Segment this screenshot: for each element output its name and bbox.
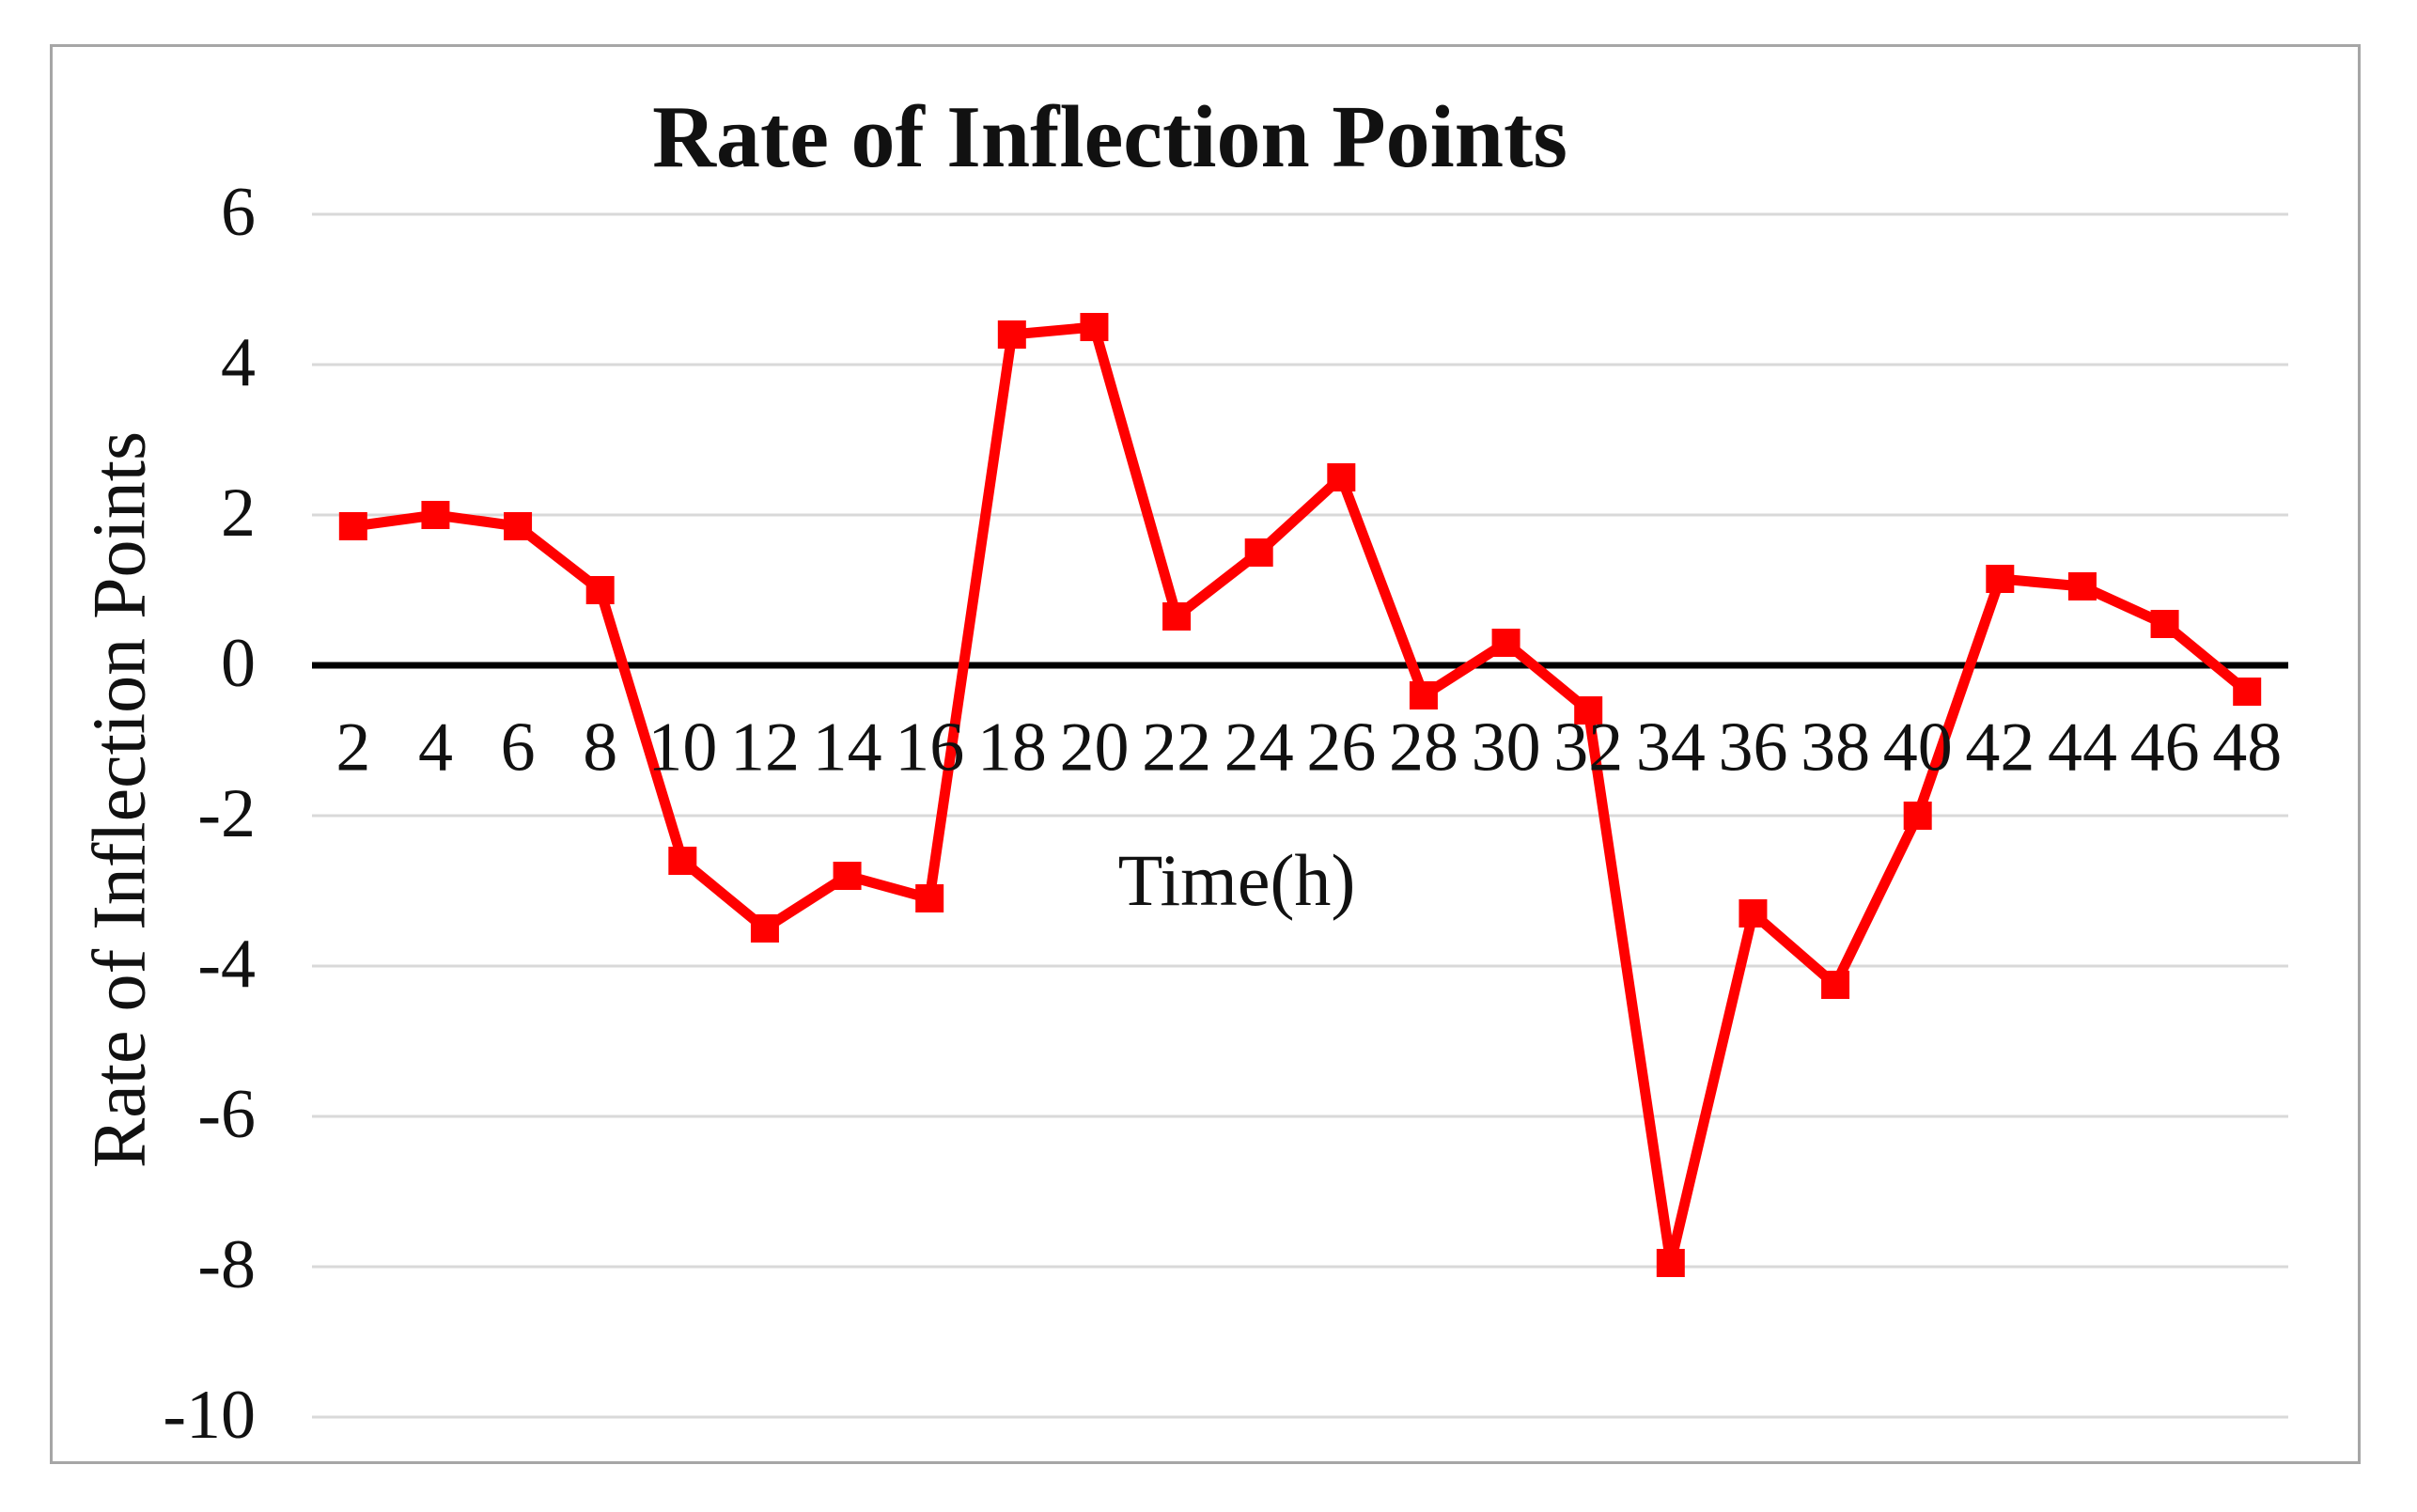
y-tick-label: 6 bbox=[221, 173, 256, 251]
data-point-marker bbox=[1739, 899, 1768, 927]
data-point-marker bbox=[1986, 565, 2015, 593]
data-point-marker bbox=[338, 512, 367, 540]
data-point-marker bbox=[1162, 602, 1192, 631]
x-tick-label: 10 bbox=[647, 709, 718, 787]
x-tick-label: 32 bbox=[1553, 709, 1624, 787]
x-tick-label: 30 bbox=[1471, 709, 1541, 787]
data-point-marker bbox=[504, 512, 533, 540]
x-tick-label: 12 bbox=[729, 709, 800, 787]
x-tick-label: 40 bbox=[1882, 709, 1953, 787]
data-point-marker bbox=[1080, 313, 1109, 341]
x-tick-label: 26 bbox=[1306, 709, 1377, 787]
x-tick-label: 22 bbox=[1142, 709, 1212, 787]
chart-frame bbox=[50, 44, 2361, 1464]
x-tick-label: 16 bbox=[895, 709, 965, 787]
x-tick-label: 2 bbox=[335, 709, 371, 787]
x-tick-label: 14 bbox=[812, 709, 882, 787]
x-tick-label: 36 bbox=[1718, 709, 1788, 787]
data-point-marker bbox=[1491, 629, 1520, 657]
data-point-marker bbox=[421, 501, 450, 529]
y-tick-label: 2 bbox=[221, 474, 256, 552]
data-point-marker bbox=[833, 862, 862, 890]
x-tick-label: 8 bbox=[583, 709, 618, 787]
data-point-marker bbox=[750, 914, 779, 943]
data-point-marker bbox=[2233, 678, 2262, 706]
data-point-marker bbox=[915, 884, 944, 912]
data-point-marker bbox=[1574, 696, 1603, 725]
y-tick-label: -4 bbox=[197, 925, 256, 1003]
x-tick-label: 34 bbox=[1635, 709, 1706, 787]
data-point-marker bbox=[2067, 572, 2097, 600]
data-point-marker bbox=[1244, 538, 1273, 567]
y-tick-label: -2 bbox=[197, 774, 256, 852]
x-tick-label: 4 bbox=[417, 709, 453, 787]
data-point-marker bbox=[585, 576, 615, 604]
x-tick-label: 46 bbox=[2129, 709, 2200, 787]
x-tick-label: 6 bbox=[500, 709, 536, 787]
data-point-marker bbox=[2150, 610, 2179, 638]
x-tick-label: 44 bbox=[2047, 709, 2117, 787]
data-point-marker bbox=[1821, 971, 1850, 999]
x-tick-label: 38 bbox=[1801, 709, 1871, 787]
data-point-marker bbox=[1656, 1249, 1685, 1277]
y-tick-label: 0 bbox=[221, 624, 256, 702]
data-point-marker bbox=[1903, 802, 1932, 830]
y-tick-label: -6 bbox=[197, 1075, 256, 1153]
data-point-marker bbox=[997, 320, 1026, 349]
y-tick-label: -10 bbox=[163, 1376, 256, 1454]
data-point-marker bbox=[668, 847, 697, 875]
y-tick-label: -8 bbox=[197, 1225, 256, 1303]
data-series-line bbox=[352, 321, 2251, 1265]
y-tick-label: 4 bbox=[221, 323, 256, 401]
x-tick-label: 28 bbox=[1388, 709, 1458, 787]
x-tick-label: 18 bbox=[976, 709, 1047, 787]
chart-title: Rate of Inflection Points bbox=[652, 88, 1567, 186]
data-point-marker bbox=[1327, 463, 1356, 491]
x-axis-title: Time(h) bbox=[1117, 839, 1356, 921]
x-tick-label: 24 bbox=[1224, 709, 1294, 787]
x-tick-label: 42 bbox=[1965, 709, 2035, 787]
x-tick-label: 48 bbox=[2212, 709, 2283, 787]
x-tick-label: 20 bbox=[1059, 709, 1130, 787]
data-point-marker bbox=[1409, 681, 1438, 709]
